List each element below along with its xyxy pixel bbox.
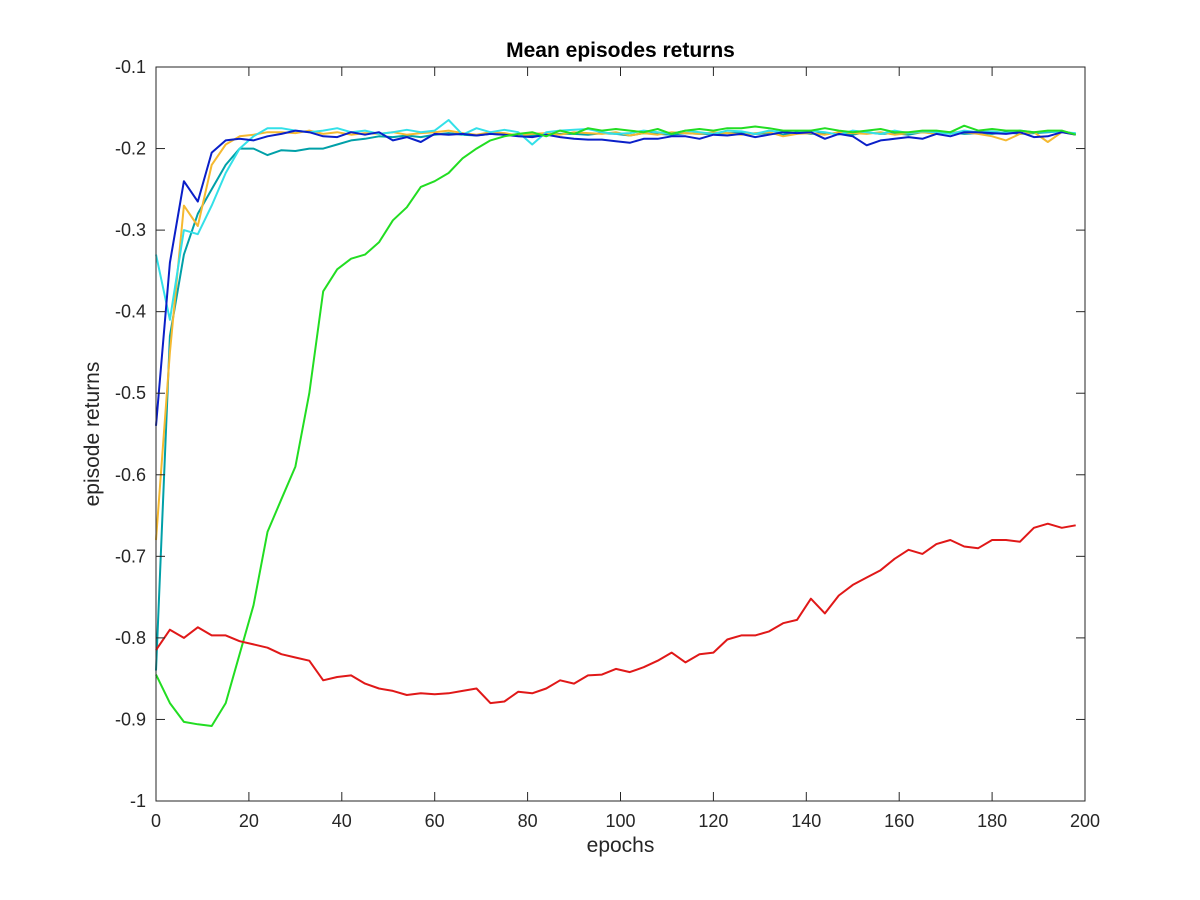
series-layer (155, 119, 1076, 727)
x-tick-label: 20 (239, 811, 259, 831)
series-line-4 (155, 129, 1076, 426)
y-tick-label: -0.6 (115, 465, 146, 485)
x-tick-label: 180 (977, 811, 1007, 831)
series-line-5 (155, 124, 1076, 727)
y-tick-label: -1 (130, 791, 146, 811)
x-tick-label: 100 (605, 811, 635, 831)
x-tick-label: 40 (332, 811, 352, 831)
y-tick-label: -0.7 (115, 546, 146, 566)
y-tick-label: -0.9 (115, 709, 146, 729)
y-tick-label: -0.8 (115, 628, 146, 648)
plot-area (156, 67, 1085, 801)
x-tick-label: 160 (884, 811, 914, 831)
y-axis-label: episode returns (81, 362, 104, 507)
series-line-6 (155, 522, 1076, 705)
tick-layer: 0 20 40 60 80 100 120 140 160 180 200 -1 -0.9 -0.8 -0.… (115, 57, 1100, 831)
chart-title: Mean episodes returns (506, 39, 735, 62)
x-tick-label: 0 (151, 811, 161, 831)
x-tick-label: 140 (791, 811, 821, 831)
y-tick-label: -0.4 (115, 302, 146, 322)
y-tick-label: -0.1 (115, 57, 146, 77)
y-tick-label: -0.3 (115, 220, 146, 240)
x-tick-label: 60 (425, 811, 445, 831)
x-tick-label: 120 (698, 811, 728, 831)
y-tick-label: -0.2 (115, 139, 146, 159)
x-tick-label: 200 (1070, 811, 1100, 831)
x-axis-label: epochs (587, 834, 655, 857)
x-tick-label: 80 (518, 811, 538, 831)
y-tick-label: -0.5 (115, 383, 146, 403)
